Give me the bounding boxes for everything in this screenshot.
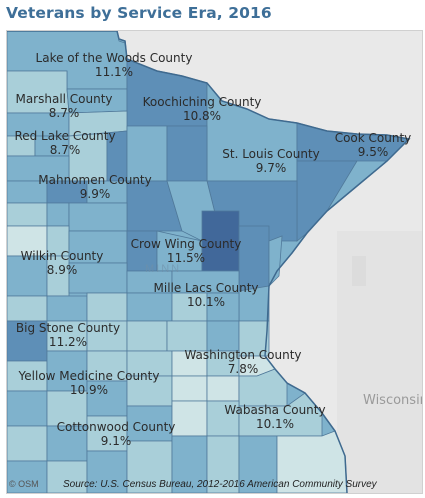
county-name: Lake of the Woods County: [35, 51, 193, 65]
county-value: 10.1%: [255, 417, 295, 431]
county-becker[interactable]: [68, 202, 128, 232]
county-value: 10.1%: [186, 295, 226, 309]
county-name: Mahnomen County: [38, 173, 152, 187]
label-cook: Cook County 9.5%: [335, 131, 412, 159]
county-value: 8.7%: [48, 106, 80, 120]
county-freeborn[interactable]: [206, 435, 240, 493]
county-name: Crow Wing County: [130, 237, 242, 251]
lake-shape: [352, 256, 366, 286]
county-value: 11.5%: [166, 251, 206, 265]
county-martin[interactable]: [126, 440, 173, 493]
label-marshall: Marshall County 8.7%: [15, 92, 112, 120]
county-clay[interactable]: [7, 202, 48, 227]
county-name: St. Louis County: [222, 147, 320, 161]
county-value: 10.9%: [69, 383, 109, 397]
map-view[interactable]: MINN Lake of the Woods County 11.1% Mars…: [6, 30, 423, 494]
state-outline: [7, 31, 411, 493]
county-name: Washington County: [184, 348, 302, 362]
county-value: 9.7%: [255, 161, 287, 175]
county-pipestone[interactable]: [7, 460, 48, 493]
county-carlton-e[interactable]: [268, 235, 283, 287]
county-pope[interactable]: [86, 292, 128, 322]
county-name: Yellow Medicine County: [18, 369, 160, 383]
county-stevens[interactable]: [46, 295, 88, 322]
label-washington: Washington County 7.8%: [184, 348, 301, 376]
county-chisago[interactable]: [238, 320, 270, 357]
county-itasca[interactable]: [166, 125, 208, 182]
county-value: 7.8%: [227, 362, 259, 376]
county-value: 9.1%: [100, 434, 132, 448]
label-red-lake: Red Lake County 8.7%: [14, 129, 115, 157]
label-cottonwood: Cottonwood County 9.1%: [57, 420, 176, 448]
osm-attribution[interactable]: © OSM: [9, 479, 39, 489]
county-value: 10.8%: [182, 109, 222, 123]
county-value: 11.2%: [48, 335, 88, 349]
label-big-stone: Big Stone County 11.2%: [16, 321, 120, 349]
map-svg: [7, 31, 422, 493]
county-name: Wilkin County: [20, 249, 104, 263]
county-mower[interactable]: [238, 435, 278, 493]
county-value: 11.1%: [94, 65, 134, 79]
label-crow-wing: Crow Wing County 11.5%: [131, 237, 242, 265]
wisconsin-area: [337, 231, 422, 493]
county-name: Red Lake County: [14, 129, 116, 143]
label-lake-of-the-woods: Lake of the Woods County 11.1%: [36, 51, 193, 79]
county-wright[interactable]: [166, 320, 208, 352]
label-wabasha: Wabasha County 10.1%: [224, 403, 325, 431]
source-note: Source: U.S. Census Bureau, 2012-2016 Am…: [63, 479, 377, 490]
county-meeker[interactable]: [126, 320, 168, 352]
county-dakota[interactable]: [206, 375, 240, 402]
label-wilkin: Wilkin County 8.9%: [21, 249, 104, 277]
county-isanti[interactable]: [206, 320, 240, 352]
county-name: Cottonwood County: [56, 420, 176, 434]
county-name: Koochiching County: [142, 95, 262, 109]
page-title: Veterans by Service Era, 2016: [6, 4, 272, 22]
county-value: 9.9%: [79, 187, 111, 201]
county-name: Big Stone County: [15, 321, 121, 335]
neighbor-state-label: Wisconsin: [363, 393, 423, 408]
county-scott[interactable]: [171, 375, 208, 402]
county-name: Mille Lacs County: [153, 281, 259, 295]
state-ghost-label: MINN: [145, 263, 182, 275]
county-traverse[interactable]: [7, 295, 48, 322]
label-koochiching: Koochiching County 10.8%: [143, 95, 262, 123]
label-yellow-medicine: Yellow Medicine County 10.9%: [19, 369, 160, 397]
county-name: Cook County: [334, 131, 412, 145]
county-jackson[interactable]: [86, 450, 128, 493]
county-name: Wabasha County: [224, 403, 326, 417]
county-faribault[interactable]: [171, 435, 208, 493]
county-value: 9.5%: [357, 145, 389, 159]
county-name: Marshall County: [15, 92, 113, 106]
label-mille-lacs: Mille Lacs County 10.1%: [154, 281, 259, 309]
label-st-louis: St. Louis County 9.7%: [222, 147, 320, 175]
county-value: 8.9%: [46, 263, 78, 277]
county-nobles[interactable]: [46, 460, 88, 493]
county-tiles: [7, 31, 410, 493]
county-lincoln[interactable]: [7, 425, 48, 462]
label-mahnomen: Mahnomen County 9.9%: [38, 173, 152, 201]
county-rice[interactable]: [171, 400, 208, 437]
county-value: 8.7%: [49, 143, 81, 157]
county-becker-w[interactable]: [46, 202, 70, 227]
